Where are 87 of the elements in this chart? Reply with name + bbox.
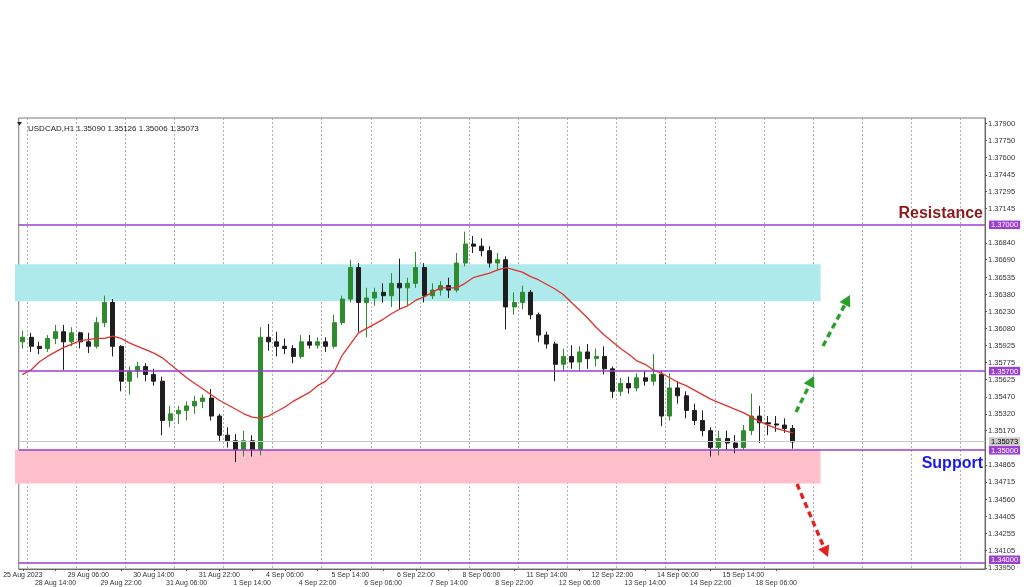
candlestick <box>405 277 410 307</box>
candlestick <box>364 287 369 338</box>
candlestick <box>217 413 222 442</box>
candlestick <box>291 344 296 364</box>
candlestick <box>110 298 115 357</box>
candlestick <box>741 424 746 451</box>
candlestick <box>643 370 648 387</box>
candlestick <box>634 372 639 392</box>
candlestick <box>659 370 664 427</box>
candlestick <box>463 231 468 267</box>
candlestick <box>356 262 361 333</box>
candlestick <box>323 336 328 353</box>
candlestick <box>471 235 476 254</box>
candlestick <box>675 380 680 405</box>
candlestick <box>53 324 58 345</box>
candlestick <box>61 324 66 371</box>
candlestick <box>307 334 312 350</box>
candlestick <box>389 272 394 308</box>
candlestick <box>577 345 582 372</box>
candlestick <box>774 415 779 433</box>
candlestick <box>692 403 697 426</box>
candlestick <box>348 259 353 303</box>
candlestick <box>200 394 205 409</box>
candlestick <box>160 376 165 436</box>
candlestick <box>258 326 263 456</box>
candlestick <box>561 348 566 372</box>
candlestick <box>454 252 459 293</box>
candlestick <box>119 344 124 392</box>
candlestick <box>626 376 631 395</box>
candlestick <box>184 400 189 422</box>
candlestick <box>94 316 99 350</box>
candlestick <box>86 332 91 354</box>
candlestick <box>684 390 689 419</box>
candlestick <box>176 405 181 425</box>
candlestick <box>667 372 672 422</box>
candlestick <box>602 345 607 375</box>
candlestick <box>782 417 787 434</box>
candlestick <box>397 258 402 310</box>
candlestick <box>733 434 738 454</box>
candlestick <box>209 388 214 422</box>
annotation: Resistance <box>898 204 984 222</box>
candlestick <box>413 251 418 289</box>
candlestick <box>45 334 50 353</box>
candlestick <box>479 237 484 257</box>
candlestick <box>716 430 721 456</box>
candlestick <box>700 409 705 437</box>
candlestick <box>168 405 173 428</box>
candlestick <box>585 343 590 370</box>
candlestick <box>29 332 34 353</box>
candlestick <box>266 323 271 352</box>
candlestick <box>569 344 574 370</box>
candlestick <box>282 337 287 355</box>
candlestick <box>299 334 304 360</box>
candlestick <box>765 415 771 436</box>
candlestick <box>381 282 386 303</box>
candlestick <box>315 336 320 350</box>
candlestick <box>102 295 107 328</box>
candlestick <box>372 287 377 307</box>
candlestick <box>749 393 754 436</box>
candlestick <box>651 353 656 387</box>
annotation: Support <box>921 454 984 472</box>
candlestick <box>487 245 492 269</box>
line-series <box>22 266 794 434</box>
candlestick <box>708 426 713 458</box>
candlestick <box>151 368 156 387</box>
candlestick <box>512 291 517 316</box>
candlestick <box>610 366 615 399</box>
text: USDCAD,H1 1.35090 1.35126 1.35006 1.35073 <box>28 123 200 133</box>
candlestick <box>69 326 74 347</box>
candlestick <box>536 312 541 343</box>
candlestick <box>422 262 427 303</box>
candlestick <box>618 377 623 397</box>
candlestick <box>274 331 279 357</box>
candlestick <box>503 255 508 330</box>
candlestick <box>594 348 599 368</box>
candlestick <box>528 289 533 320</box>
candlestick <box>553 341 558 382</box>
candlestick <box>127 366 132 396</box>
candlestick <box>192 395 197 415</box>
candlestick <box>332 314 337 350</box>
candlestick <box>544 331 549 350</box>
candlestick <box>520 285 525 310</box>
candlestick <box>225 426 230 449</box>
candlestick <box>37 341 42 355</box>
candlestick <box>495 252 500 271</box>
candlestick <box>340 295 345 326</box>
candlestick <box>20 330 25 350</box>
